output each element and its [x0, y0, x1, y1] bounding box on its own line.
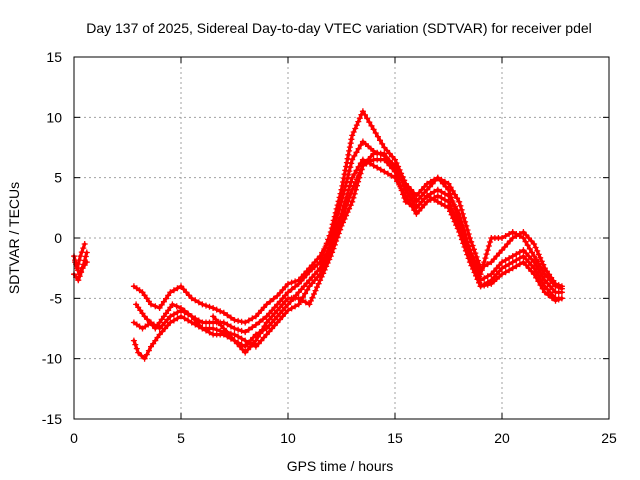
- axis-ticks: 0 5 10 15 20 25 -15 -10 -5 0 5 10 15: [42, 49, 617, 446]
- series-line: [132, 139, 564, 325]
- series-line: [134, 109, 564, 334]
- x-tick-label: 0: [70, 430, 78, 446]
- series-trace-early-3: [72, 249, 90, 278]
- y-tick-label: 15: [46, 49, 62, 65]
- x-tick-label: 10: [280, 430, 296, 446]
- series-markers: [72, 249, 90, 278]
- x-axis-label: GPS time / hours: [287, 458, 394, 474]
- y-tick-label: -15: [42, 411, 62, 427]
- x-tick-label: 5: [177, 430, 185, 446]
- y-axis-label: SDTVAR / TECUs: [6, 182, 22, 294]
- series-markers: [130, 156, 565, 350]
- y-tick-label: 5: [54, 170, 62, 186]
- x-tick-label: 25: [601, 430, 617, 446]
- y-tick-label: -5: [50, 290, 63, 306]
- y-tick-label: 0: [54, 230, 62, 246]
- series-trace-5: [210, 150, 565, 356]
- chart-title: Day 137 of 2025, Sidereal Day-to-day VTE…: [86, 20, 592, 36]
- x-tick-label: 20: [494, 430, 510, 446]
- series-markers: [210, 150, 565, 356]
- series-trace-4: [130, 156, 565, 362]
- series-layer: [71, 108, 565, 362]
- series-markers: [130, 156, 565, 362]
- x-tick-label: 15: [387, 430, 403, 446]
- y-tick-label: 10: [46, 109, 62, 125]
- y-tick-label: -10: [42, 351, 62, 367]
